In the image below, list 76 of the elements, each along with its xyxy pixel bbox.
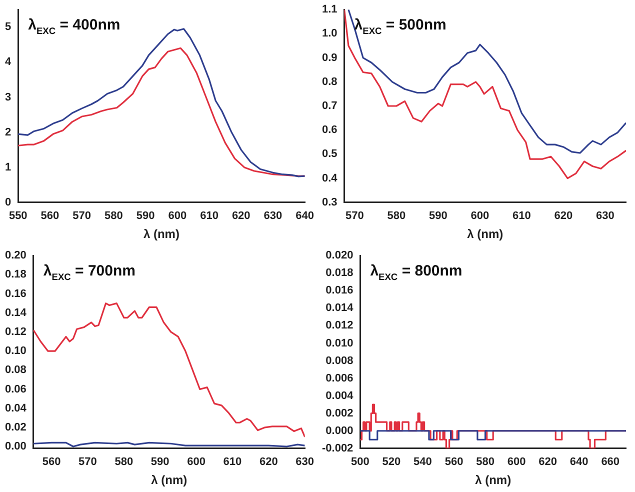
y-tick-label: 0.002: [326, 407, 354, 420]
x-tick-label: 600: [168, 210, 187, 222]
x-tick-label: 580: [114, 456, 134, 468]
y-tick-label: 0.020: [326, 250, 354, 262]
y-tick-label: 0.18: [4, 268, 26, 281]
y-tick-label: 0.012: [326, 320, 354, 332]
x-tick-label: 560: [40, 210, 60, 222]
x-tick-label: 500: [351, 456, 370, 468]
x-tick-label: 560: [444, 456, 464, 468]
y-tick-label: 0.6: [322, 124, 338, 136]
y-tick-label: 0.014: [326, 302, 354, 314]
x-tick-label: 620: [232, 210, 250, 222]
x-tick-label: 620: [554, 210, 573, 222]
y-tick-label: 2: [4, 126, 12, 138]
x-tick-label: 660: [601, 456, 620, 468]
y-tick-label: 1.1: [322, 4, 338, 16]
y-tick-label: 0.00: [4, 440, 26, 453]
x-tick-label: 600: [507, 456, 526, 468]
x-tick-label: 620: [538, 456, 557, 468]
x-axis-title: λ (nm): [475, 473, 512, 488]
x-tick-label: 610: [223, 456, 242, 468]
x-tick-label: 570: [78, 456, 97, 468]
x-tick-label: 630: [296, 456, 314, 468]
y-tick-label: 0: [4, 196, 12, 208]
y-tick-label: 0.8: [322, 76, 338, 88]
y-tick-label: 0.018: [326, 267, 354, 280]
x-axis-title: λ (nm): [151, 473, 188, 488]
x-tick-label: 540: [414, 456, 432, 468]
y-tick-label: 0.3: [322, 196, 338, 208]
x-tick-label: 630: [264, 210, 282, 222]
x-tick-label: 590: [136, 210, 155, 222]
y-tick-label: 0.010: [326, 337, 354, 350]
y-tick-label: 0.5: [322, 148, 338, 160]
x-axis-title: λ (nm): [467, 227, 504, 242]
y-tick-label: 1.0: [322, 28, 338, 40]
x-tick-label: 520: [382, 456, 401, 468]
y-tick-label: -0.002: [322, 442, 354, 454]
y-tick-label: 0.008: [326, 354, 354, 367]
y-tick-label: 0.08: [4, 364, 26, 376]
x-tick-label: 600: [187, 456, 206, 468]
y-tick-label: 0.12: [4, 326, 26, 338]
y-tick-label: 0.20: [4, 250, 26, 262]
y-tick-label: 0.9: [322, 52, 338, 64]
y-tick-label: 0.4: [322, 172, 338, 184]
x-tick-label: 570: [72, 210, 92, 222]
y-tick-label: 0.006: [326, 372, 354, 384]
x-axis-title: λ (nm): [143, 227, 180, 242]
x-tick-label: 580: [104, 210, 123, 222]
y-tick-label: 4: [4, 56, 12, 68]
y-tick-label: 0.02: [4, 421, 26, 434]
y-tick-label: 0.004: [326, 390, 354, 402]
x-tick-label: 550: [8, 210, 28, 222]
y-tick-label: 0.016: [326, 284, 354, 297]
y-tick-label: 0.10: [4, 345, 26, 358]
y-tick-label: 1: [4, 161, 12, 174]
x-tick-label: 640: [570, 456, 588, 468]
x-tick-label: 560: [42, 456, 61, 468]
y-tick-label: 5: [4, 21, 12, 34]
x-tick-label: 630: [596, 210, 614, 222]
x-tick-label: 580: [387, 210, 406, 222]
x-tick-label: 610: [200, 210, 218, 222]
x-tick-label: 620: [259, 456, 278, 468]
y-tick-label: 0.06: [4, 383, 26, 396]
x-tick-label: 590: [150, 456, 170, 468]
x-tick-label: 600: [470, 210, 490, 222]
y-tick-label: 0.7: [322, 100, 338, 112]
x-tick-label: 590: [429, 210, 448, 222]
x-tick-label: 640: [296, 210, 314, 222]
y-tick-label: 0.000: [326, 424, 354, 437]
x-tick-label: 610: [512, 210, 531, 222]
y-tick-label: 0.04: [4, 402, 28, 414]
y-tick-label: 3: [4, 91, 12, 104]
x-tick-label: 570: [346, 210, 364, 222]
x-tick-label: 580: [476, 456, 494, 468]
y-tick-label: 0.16: [4, 288, 26, 300]
y-tick-label: 0.14: [4, 306, 28, 319]
